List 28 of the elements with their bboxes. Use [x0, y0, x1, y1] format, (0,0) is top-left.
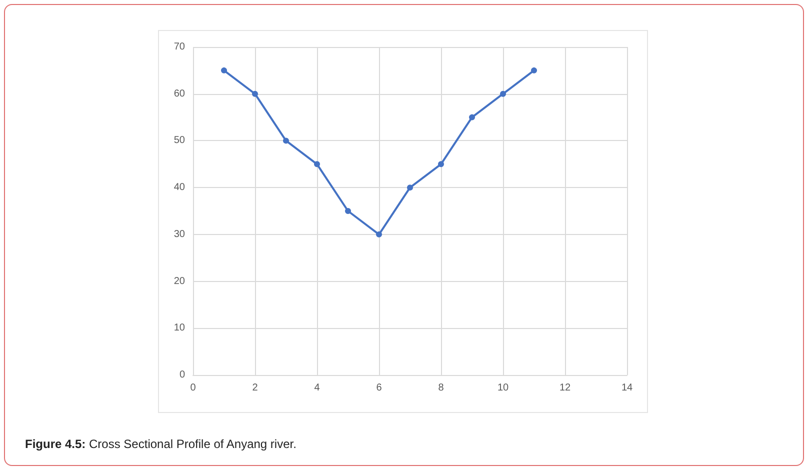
point: [407, 184, 413, 191]
point: [252, 90, 258, 97]
x-tick-label: 10: [497, 382, 509, 394]
y-tick-label: 50: [174, 135, 186, 146]
point: [438, 161, 444, 168]
y-tick-label: 40: [174, 182, 186, 194]
y-tick-label: 70: [174, 42, 186, 52]
point: [376, 231, 382, 238]
y-tick-label: 20: [174, 276, 186, 287]
point: [345, 208, 351, 214]
x-tick-label: 4: [314, 382, 320, 394]
point: [531, 67, 537, 74]
point: [469, 114, 475, 120]
point: [500, 90, 506, 97]
y-tick-label: 60: [174, 88, 186, 100]
x-tick-label: 0: [190, 382, 196, 394]
x-tick-label: 6: [376, 382, 382, 394]
x-tick-label: 14: [621, 382, 633, 394]
x-tick-label: 12: [559, 382, 571, 394]
y-tick-label: 0: [179, 370, 186, 380]
x-tick-label: 8: [438, 382, 444, 394]
point: [283, 138, 289, 144]
caption: Figure 4.5: Cross Sectional Profile of Anyang river.: [25, 437, 296, 451]
x-tick-label: 2: [252, 382, 258, 394]
y-tick-label: 10: [174, 322, 186, 334]
y-tick-label: 30: [174, 228, 186, 240]
point: [221, 67, 227, 74]
point: [314, 161, 320, 168]
